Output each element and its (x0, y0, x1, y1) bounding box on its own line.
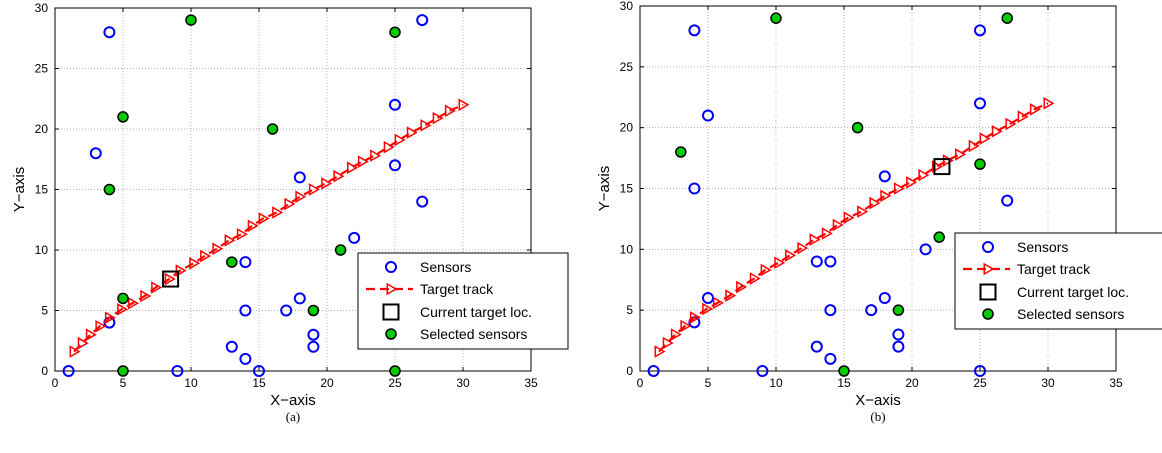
y-tick-label: 20 (35, 122, 49, 136)
x-tick-label: 15 (837, 376, 851, 390)
selected-sensor-point (1002, 13, 1012, 23)
legend-selected-symbol (983, 309, 993, 319)
y-tick-label: 10 (620, 242, 634, 256)
selected-sensor-point (934, 232, 944, 242)
selected-sensor-point (975, 159, 985, 169)
x-tick-label: 35 (1109, 376, 1123, 390)
x-axis-label: X−axis (855, 392, 900, 409)
y-tick-label: 30 (35, 1, 49, 15)
y-tick-label: 15 (620, 182, 634, 196)
selected-sensor-point (104, 185, 114, 195)
x-tick-label: 30 (456, 376, 470, 390)
legend-label: Sensors (420, 259, 471, 275)
selected-sensor-point (308, 306, 318, 316)
x-tick-label: 0 (52, 376, 59, 390)
x-tick-label: 10 (184, 376, 198, 390)
selected-sensor-point (853, 123, 863, 133)
selected-sensor-point (268, 124, 278, 134)
y-tick-label: 5 (41, 304, 48, 318)
panel-a: 0 5 10 15 20 25 30 35 0 5 10 15 20 25 30 X−axis Y−axis (a… (11, 1, 568, 424)
legend-selected-symbol (386, 329, 396, 339)
selected-sensor-point (676, 147, 686, 157)
y-tick-label: 30 (620, 0, 634, 13)
legend-label: Selected sensors (1017, 306, 1124, 322)
selected-sensor-point (390, 27, 400, 37)
y-tick-label: 0 (626, 364, 633, 378)
y-tick-label: 0 (41, 364, 48, 378)
legend-label: Target track (420, 281, 494, 297)
selected-sensor-point (186, 15, 196, 25)
x-tick-label: 5 (120, 376, 127, 390)
legend-label: Target track (1017, 261, 1091, 277)
panel-caption: (a) (286, 409, 300, 424)
x-tick-label: 20 (905, 376, 919, 390)
selected-sensor-point (390, 366, 400, 376)
x-tick-label: 25 (973, 376, 987, 390)
selected-sensor-point (227, 257, 237, 267)
legend-label: Current target loc. (1017, 284, 1129, 300)
legend-label: Selected sensors (420, 326, 527, 342)
legend-label: Sensors (1017, 239, 1068, 255)
panel-caption: (b) (870, 409, 885, 424)
y-axis-label: Y−axis (596, 166, 613, 211)
x-tick-label: 10 (769, 376, 783, 390)
y-tick-label: 20 (620, 121, 634, 135)
x-tick-label: 30 (1041, 376, 1055, 390)
y-tick-label: 5 (626, 303, 633, 317)
x-tick-label: 5 (705, 376, 712, 390)
x-tick-label: 35 (524, 376, 538, 390)
x-tick-label: 0 (637, 376, 644, 390)
selected-sensor-point (839, 366, 849, 376)
x-tick-label: 20 (320, 376, 334, 390)
y-tick-label: 15 (35, 183, 49, 197)
selected-sensor-point (771, 13, 781, 23)
x-tick-label: 15 (252, 376, 266, 390)
panel-b: 0 5 10 15 20 25 30 35 0 5 10 15 20 25 30 X−axis Y−axis (b… (596, 0, 1162, 424)
selected-sensor-point (893, 305, 903, 315)
x-tick-label: 25 (388, 376, 402, 390)
y-tick-label: 25 (620, 60, 634, 74)
selected-sensor-point (118, 366, 128, 376)
y-axis-label: Y−axis (11, 167, 28, 212)
selected-sensor-point (118, 112, 128, 122)
legend-label: Current target loc. (420, 304, 532, 320)
x-axis-label: X−axis (270, 392, 315, 409)
selected-sensor-point (118, 293, 128, 303)
y-tick-label: 25 (35, 62, 49, 76)
y-tick-label: 10 (35, 243, 49, 257)
selected-sensor-point (336, 245, 346, 255)
